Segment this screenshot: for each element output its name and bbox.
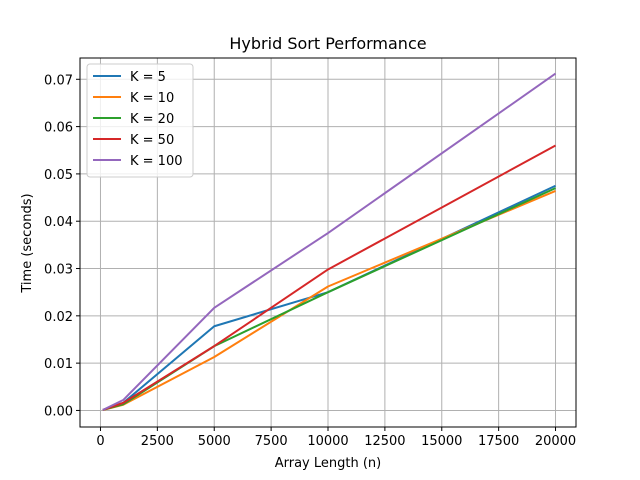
legend: K = 5 K = 10 K = 20 K = 50 K = 100 — [86, 63, 194, 178]
y-tick-label: 0.03 — [44, 263, 73, 278]
series-line-k-50 — [102, 144, 556, 411]
x-tick-label: 2500 — [141, 434, 174, 449]
legend-label: K = 50 — [130, 133, 174, 148]
series-line-k-100 — [102, 72, 557, 411]
chart-title: Hybrid Sort Performance — [229, 34, 426, 53]
y-axis-label: Time (seconds) — [20, 193, 35, 293]
x-tick-label: 15000 — [421, 434, 462, 449]
legend-box — [86, 63, 194, 178]
x-axis-label: Array Length (n) — [275, 456, 382, 471]
x-tick-label: 10000 — [307, 434, 348, 449]
legend-label: K = 100 — [130, 154, 183, 169]
y-tick-label: 0.02 — [44, 310, 73, 325]
y-tick-label: 0.06 — [44, 121, 73, 136]
y-tick-label: 0.00 — [44, 404, 73, 419]
x-tick-label: 20000 — [535, 434, 576, 449]
y-tick-label: 0.04 — [44, 215, 73, 230]
x-tick-label: 5000 — [198, 434, 231, 449]
legend-label: K = 5 — [130, 70, 166, 85]
x-tick-label: 12500 — [364, 434, 405, 449]
legend-label: K = 10 — [130, 91, 174, 106]
x-axis-ticks: 0 2500 5000 7500 10000 12500 15000 17500 20000 — [96, 427, 576, 449]
series-lines — [102, 72, 557, 411]
y-axis-ticks: 0.00 0.01 0.02 0.03 0.04 0.05 0.06 0.07 — [44, 73, 80, 419]
x-tick-label: 7500 — [255, 434, 288, 449]
y-tick-label: 0.01 — [44, 357, 73, 372]
x-tick-label: 0 — [96, 434, 104, 449]
grid — [80, 58, 576, 427]
legend-label: K = 20 — [130, 112, 174, 127]
y-tick-label: 0.07 — [44, 73, 73, 88]
y-tick-label: 0.05 — [44, 168, 73, 183]
x-tick-label: 17500 — [478, 434, 519, 449]
